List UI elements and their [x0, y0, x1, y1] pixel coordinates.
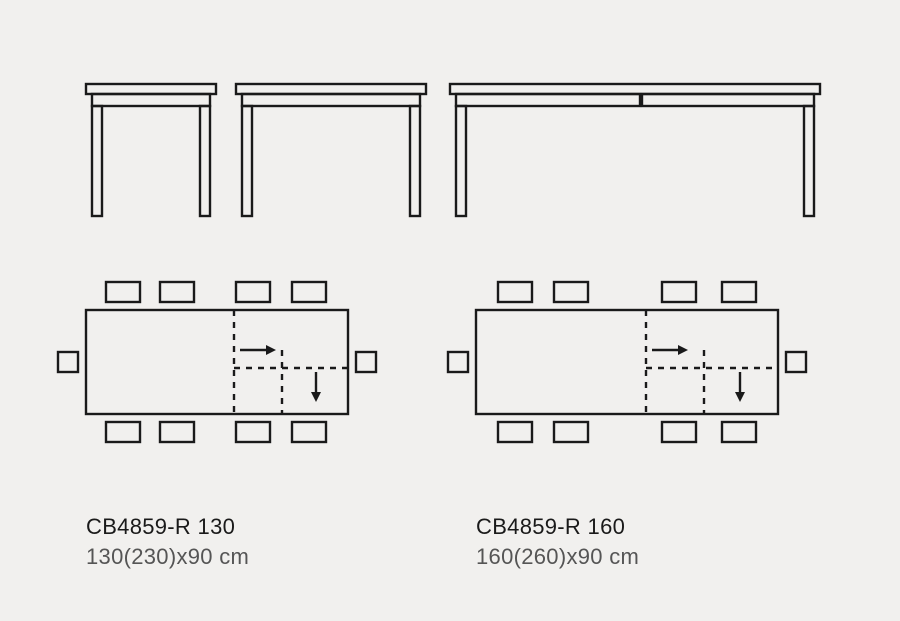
dimensions-label: 160(260)x90 cm: [476, 544, 639, 569]
side-view-open-1: [450, 84, 820, 216]
side-view-open-0: [236, 84, 426, 216]
side-view-closed-0: [86, 84, 216, 216]
plan-view-0: [58, 282, 376, 442]
model-label: CB4859-R 130: [86, 514, 235, 539]
diagram-canvas: CB4859-R 130 130(230)x90 cm CB4859-R 160 16…: [0, 0, 900, 621]
plan-view-1: [448, 282, 806, 442]
model-label: CB4859-R 160: [476, 514, 625, 539]
dimensions-label: 130(230)x90 cm: [86, 544, 249, 569]
